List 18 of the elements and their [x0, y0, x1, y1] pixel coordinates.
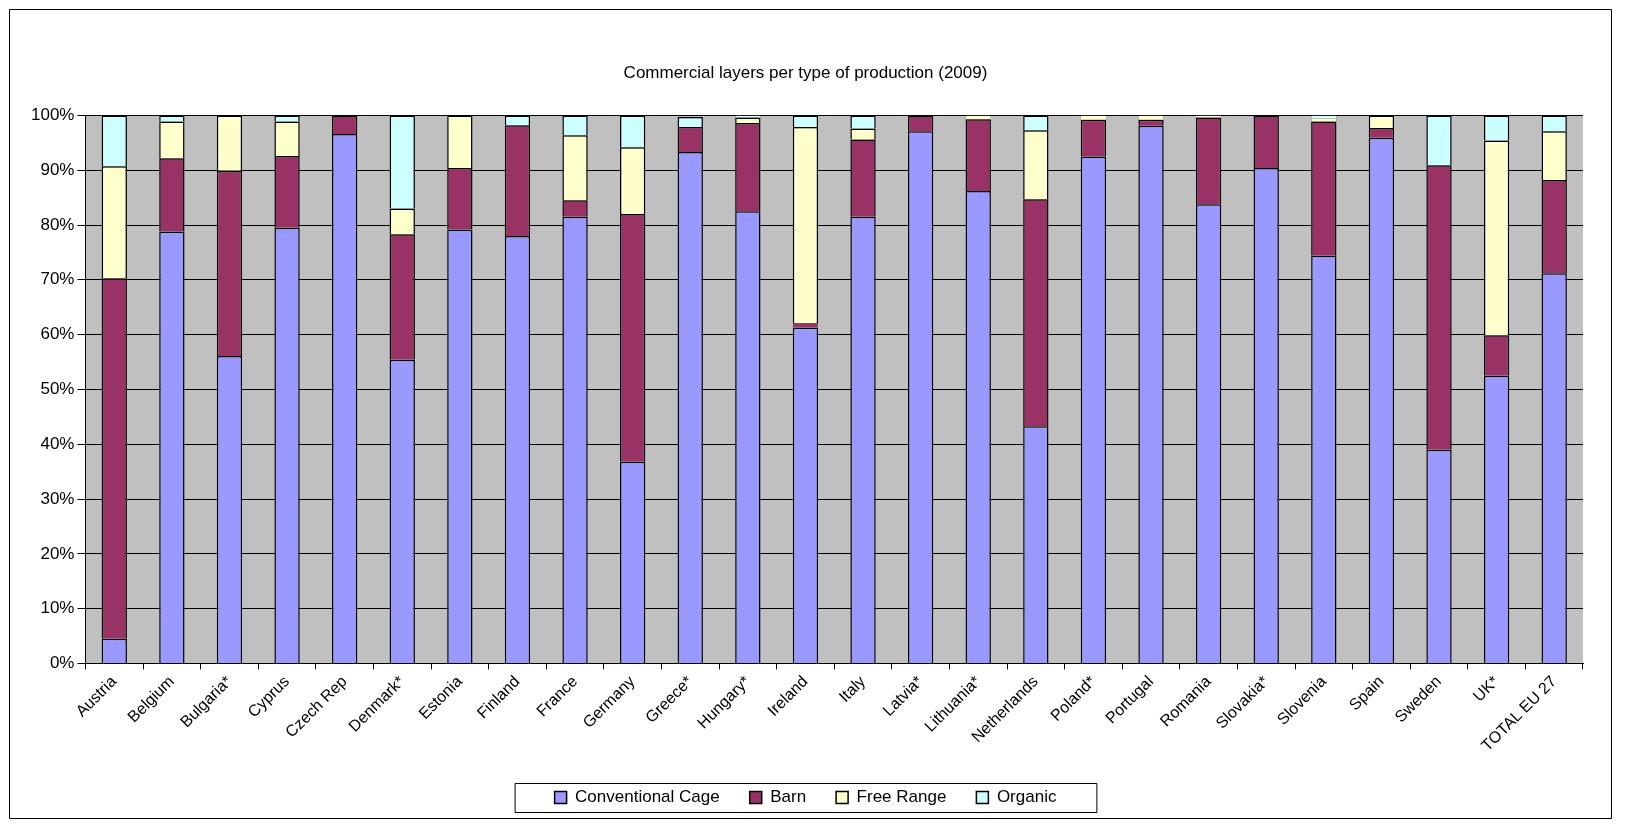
y-tick-label: 90% [40, 159, 75, 179]
y-tick-label: 100% [31, 105, 75, 125]
y-tick-label: 40% [40, 433, 75, 453]
y-tick-label: 50% [40, 379, 75, 399]
legend-label: Barn [770, 787, 807, 807]
y-tick-label: 10% [40, 598, 75, 618]
chart-title: Commercial layers per type of production (2009) [623, 62, 988, 82]
x-tick-label: UK* [1469, 672, 1502, 705]
y-tick-label: 70% [40, 269, 75, 289]
y-tick-label: 30% [40, 488, 75, 508]
legend-label: Free Range [856, 787, 947, 807]
y-tick-label: 20% [40, 543, 75, 563]
y-tick-label: 80% [40, 214, 75, 234]
y-tick-label: 0% [49, 653, 75, 673]
legend-label: Conventional Cage [575, 787, 720, 807]
legend-label: Organic [996, 787, 1057, 807]
x-tick-label: Italy [835, 672, 869, 706]
y-tick-label: 60% [40, 324, 75, 344]
